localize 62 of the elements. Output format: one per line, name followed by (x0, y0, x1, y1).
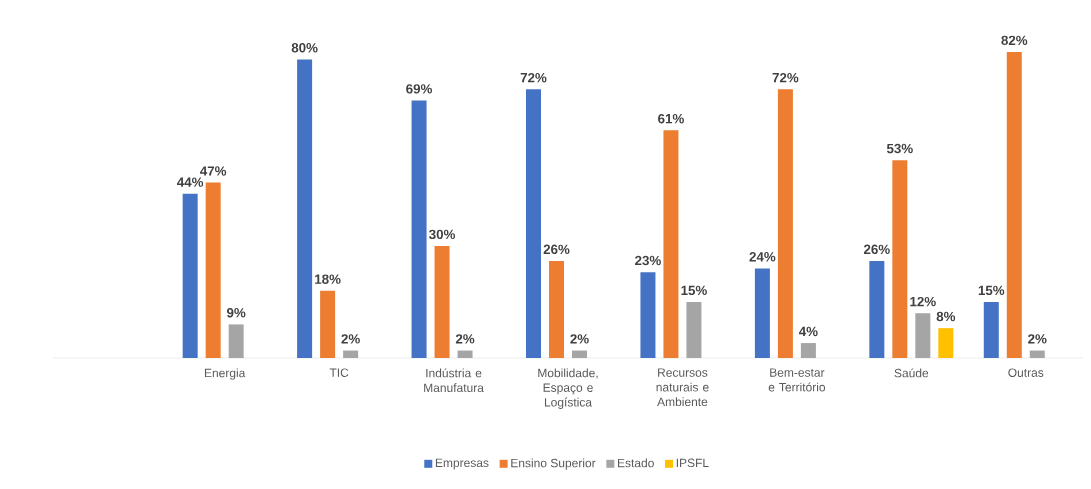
legend-label: Ensino Superior (511, 458, 596, 470)
data-label: 2% (455, 334, 475, 344)
data-label: 12% (910, 296, 936, 307)
data-label: 4% (798, 326, 818, 337)
data-label: 72% (520, 72, 547, 83)
data-label: 47% (200, 166, 227, 176)
data-label: 9% (226, 308, 246, 318)
x-tick-label: Bem-estar e Território (768, 368, 826, 392)
x-tick-label: Energia (204, 368, 246, 380)
x-tick-label: Recursos naturais e Ambiente (656, 368, 709, 407)
data-label: 80% (291, 43, 318, 53)
data-label: 15% (978, 285, 1005, 296)
bar (983, 302, 999, 358)
data-label: 30% (429, 229, 456, 240)
bar (892, 160, 908, 358)
data-label: 82% (1001, 35, 1028, 46)
bar (434, 246, 450, 358)
legend-label: IPSFL (676, 458, 709, 468)
bar (686, 302, 702, 358)
legend-label: Estado (618, 458, 654, 468)
bar (869, 260, 885, 358)
bar (1029, 350, 1045, 358)
bar (526, 89, 541, 358)
data-label: 72% (772, 72, 799, 83)
data-label: 15% (681, 285, 707, 296)
data-label: 8% (936, 311, 956, 322)
bar (572, 350, 587, 358)
bar (640, 272, 656, 358)
bar (411, 100, 427, 358)
data-label: 18% (315, 274, 341, 284)
bar (343, 350, 359, 358)
bar (228, 324, 244, 358)
x-tick-label: Indústria e Manufatura (424, 368, 484, 393)
data-label: 24% (749, 252, 776, 262)
x-tick-label: Mobilidade, Espaço e Logística (538, 368, 598, 409)
data-label: 26% (543, 244, 570, 255)
x-tick-label: Outras (1008, 368, 1044, 377)
x-tick-label: Saúde (894, 368, 929, 378)
data-label: 23% (635, 255, 661, 266)
data-label: 26% (863, 244, 890, 255)
data-label: 44% (177, 177, 204, 187)
bar (800, 343, 816, 358)
data-label: 69% (406, 84, 433, 94)
bar (663, 130, 679, 358)
bar (754, 268, 770, 358)
bar (182, 193, 198, 358)
data-label: 61% (658, 113, 684, 124)
bar (457, 350, 473, 358)
x-tick-label: TIC (329, 368, 349, 377)
bar (205, 182, 221, 358)
data-label: 2% (570, 334, 589, 344)
data-label: 2% (1028, 334, 1047, 344)
bar (938, 328, 954, 358)
data-label: 53% (886, 143, 913, 154)
bar (297, 59, 313, 358)
bar (549, 260, 564, 358)
bar (320, 290, 336, 358)
legend-label: Empresas (435, 458, 489, 470)
data-label: 2% (341, 334, 360, 344)
bar (777, 89, 793, 358)
bar (1006, 52, 1022, 358)
bar (915, 313, 931, 358)
